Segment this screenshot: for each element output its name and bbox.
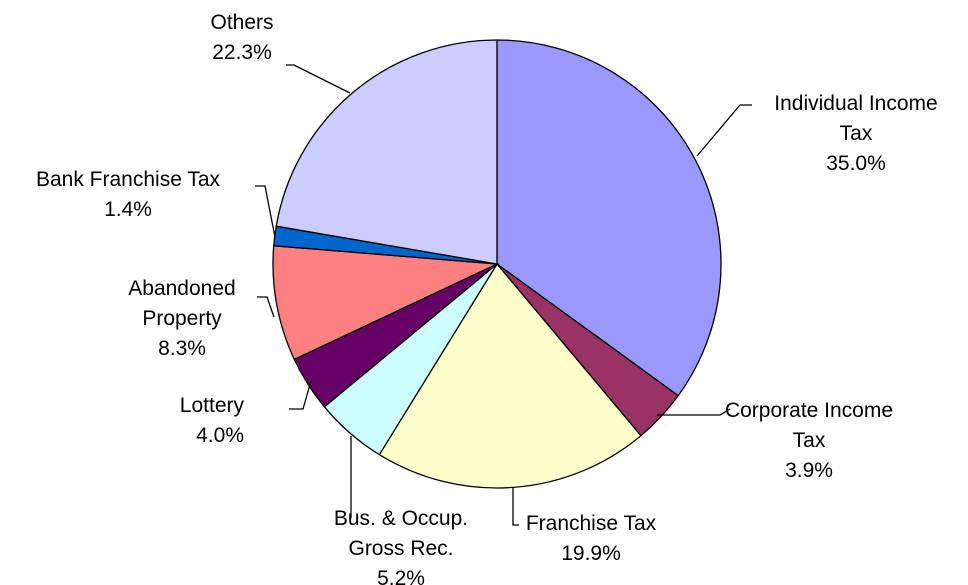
slice-name-label: Abandoned	[128, 277, 235, 300]
slice-name-label: Lottery	[180, 394, 245, 417]
leader-line-abandoned-property	[257, 296, 275, 318]
slice-label-lottery: Lottery 4.0%	[180, 394, 245, 447]
slice-label-others: Others 22.3%	[210, 11, 273, 64]
slice-name-label: Franchise Tax	[526, 512, 657, 535]
slice-name-label: Tax	[793, 429, 826, 452]
slice-percent-label: 8.3%	[158, 337, 206, 360]
leader-line-individual-income-tax	[696, 104, 752, 157]
slice-label-corporate-income-tax: Corporate Income Tax 3.9%	[725, 399, 893, 482]
slice-label-abandoned-property: Abandoned Property 8.3%	[128, 277, 235, 360]
slice-percent-label: 3.9%	[785, 459, 833, 482]
slice-individual-income-tax	[496, 39, 722, 397]
pie-slices	[272, 39, 722, 489]
slice-percent-label: 35.0%	[826, 152, 886, 175]
slice-percent-label: 4.0%	[196, 424, 244, 447]
slice-name-label: Property	[142, 307, 222, 330]
leader-line-others	[286, 64, 351, 94]
slice-percent-label: 22.3%	[212, 41, 272, 64]
slice-label-bus-occup-gross-rec: Bus. & Occup. Gross Rec. 5.2%	[334, 507, 468, 585]
slice-percent-label: 19.9%	[561, 542, 621, 565]
slice-name-label: Bank Franchise Tax	[36, 168, 221, 191]
slice-percent-label: 1.4%	[104, 198, 152, 221]
slice-name-label: Tax	[840, 122, 873, 145]
leader-line-lottery	[289, 380, 312, 410]
slice-name-label: Individual Income	[774, 92, 937, 115]
slice-label-franchise-tax: Franchise Tax 19.9%	[526, 512, 657, 565]
leader-line-corporate-income-tax	[657, 408, 731, 416]
slice-others	[275, 39, 498, 265]
leader-line-bank-franchise-tax	[255, 185, 276, 238]
slice-abandoned-property	[272, 245, 500, 361]
slice-label-individual-income-tax: Individual Income Tax 35.0%	[774, 92, 937, 175]
slice-label-bank-franchise-tax: Bank Franchise Tax 1.4%	[36, 168, 221, 221]
leader-line-franchise-tax	[512, 487, 519, 526]
slice-name-label: Gross Rec.	[348, 537, 453, 560]
slice-name-label: Bus. & Occup.	[334, 507, 468, 530]
slice-name-label: Corporate Income	[725, 399, 893, 422]
slice-percent-label: 5.2%	[377, 567, 425, 585]
pie-labels: Individual Income Tax 35.0% Corporate Incom…	[36, 11, 938, 585]
slice-name-label: Others	[210, 11, 273, 34]
